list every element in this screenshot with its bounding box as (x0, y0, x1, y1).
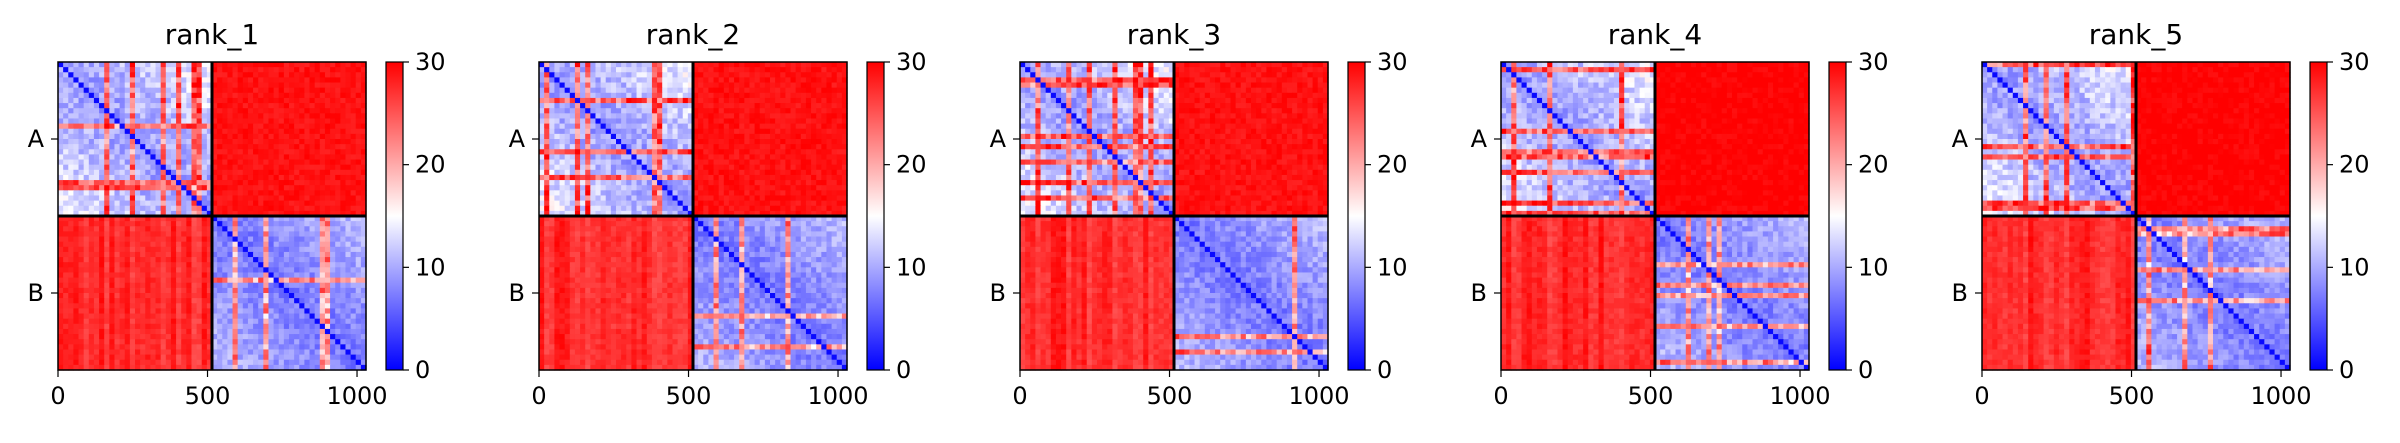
panel-title: rank_1 (165, 18, 259, 51)
y-tick-label: B (1471, 279, 1487, 307)
colorbar-tick-label: 30 (2339, 48, 2370, 76)
y-tick-label: A (509, 125, 526, 153)
x-tick-label: 0 (1974, 382, 1989, 410)
x-tick-label: 0 (1493, 382, 1508, 410)
colorbar-tick-label: 30 (1858, 48, 1889, 76)
x-tick-label: 1000 (1769, 382, 1830, 410)
colorbar-tick-label: 20 (415, 151, 446, 179)
colorbar (867, 62, 884, 370)
colorbar-tick-label: 10 (415, 253, 446, 281)
y-tick-label: B (1952, 279, 1968, 307)
panel-title: rank_3 (1127, 18, 1221, 51)
x-tick-label: 0 (1012, 382, 1027, 410)
colorbar-tick-label: 20 (1858, 151, 1889, 179)
colorbar-tick-label: 0 (1377, 356, 1392, 384)
x-tick-label: 500 (185, 382, 231, 410)
x-tick-label: 500 (1147, 382, 1193, 410)
colorbar-tick-label: 30 (896, 48, 927, 76)
colorbar-tick-label: 20 (2339, 151, 2370, 179)
colorbar-tick-label: 0 (415, 356, 430, 384)
colorbar (1829, 62, 1846, 370)
x-tick-label: 0 (50, 382, 65, 410)
colorbar-tick-label: 0 (1858, 356, 1873, 384)
panel-title: rank_4 (1608, 18, 1702, 51)
panel-title: rank_5 (2089, 18, 2183, 51)
x-tick-label: 500 (666, 382, 712, 410)
colorbar-tick-label: 0 (896, 356, 911, 384)
colorbar-tick-label: 0 (2339, 356, 2354, 384)
y-tick-label: B (509, 279, 525, 307)
colorbar-tick-label: 20 (1377, 151, 1408, 179)
y-tick-label: B (28, 279, 44, 307)
colorbar-tick-label: 10 (2339, 253, 2370, 281)
y-tick-label: A (28, 125, 45, 153)
x-tick-label: 1000 (807, 382, 868, 410)
x-tick-label: 1000 (1288, 382, 1349, 410)
x-tick-label: 500 (2109, 382, 2155, 410)
y-tick-label: A (1952, 125, 1969, 153)
colorbar-tick-label: 30 (1377, 48, 1408, 76)
colorbar-tick-label: 10 (896, 253, 927, 281)
colorbar (386, 62, 403, 370)
x-tick-label: 500 (1628, 382, 1674, 410)
colorbar-tick-label: 10 (1858, 253, 1889, 281)
colorbar (2310, 62, 2327, 370)
x-tick-label: 1000 (2250, 382, 2311, 410)
y-tick-label: B (990, 279, 1006, 307)
colorbar-tick-label: 20 (896, 151, 927, 179)
heatmap-panel-1: rank_1 0 500 1000 A B 0 10 20 30 (28, 18, 446, 410)
colorbar (1348, 62, 1365, 370)
panel-title: rank_2 (646, 18, 740, 51)
x-tick-label: 0 (531, 382, 546, 410)
heatmap-panel-4: rank_4 0 500 1000 A B 0 10 20 30 (1471, 18, 1889, 410)
heatmap-panel-2: rank_2 0 500 1000 A B 0 10 20 30 (509, 18, 927, 410)
colorbar-tick-label: 10 (1377, 253, 1408, 281)
colorbar-tick-label: 30 (415, 48, 446, 76)
y-tick-label: A (990, 125, 1007, 153)
y-tick-label: A (1471, 125, 1488, 153)
x-tick-label: 1000 (326, 382, 387, 410)
heatmap-panel-5: rank_5 0 500 1000 A B 0 10 20 30 (1952, 18, 2370, 410)
heatmap-panel-3: rank_3 0 500 1000 A B 0 10 20 30 (990, 18, 1408, 410)
